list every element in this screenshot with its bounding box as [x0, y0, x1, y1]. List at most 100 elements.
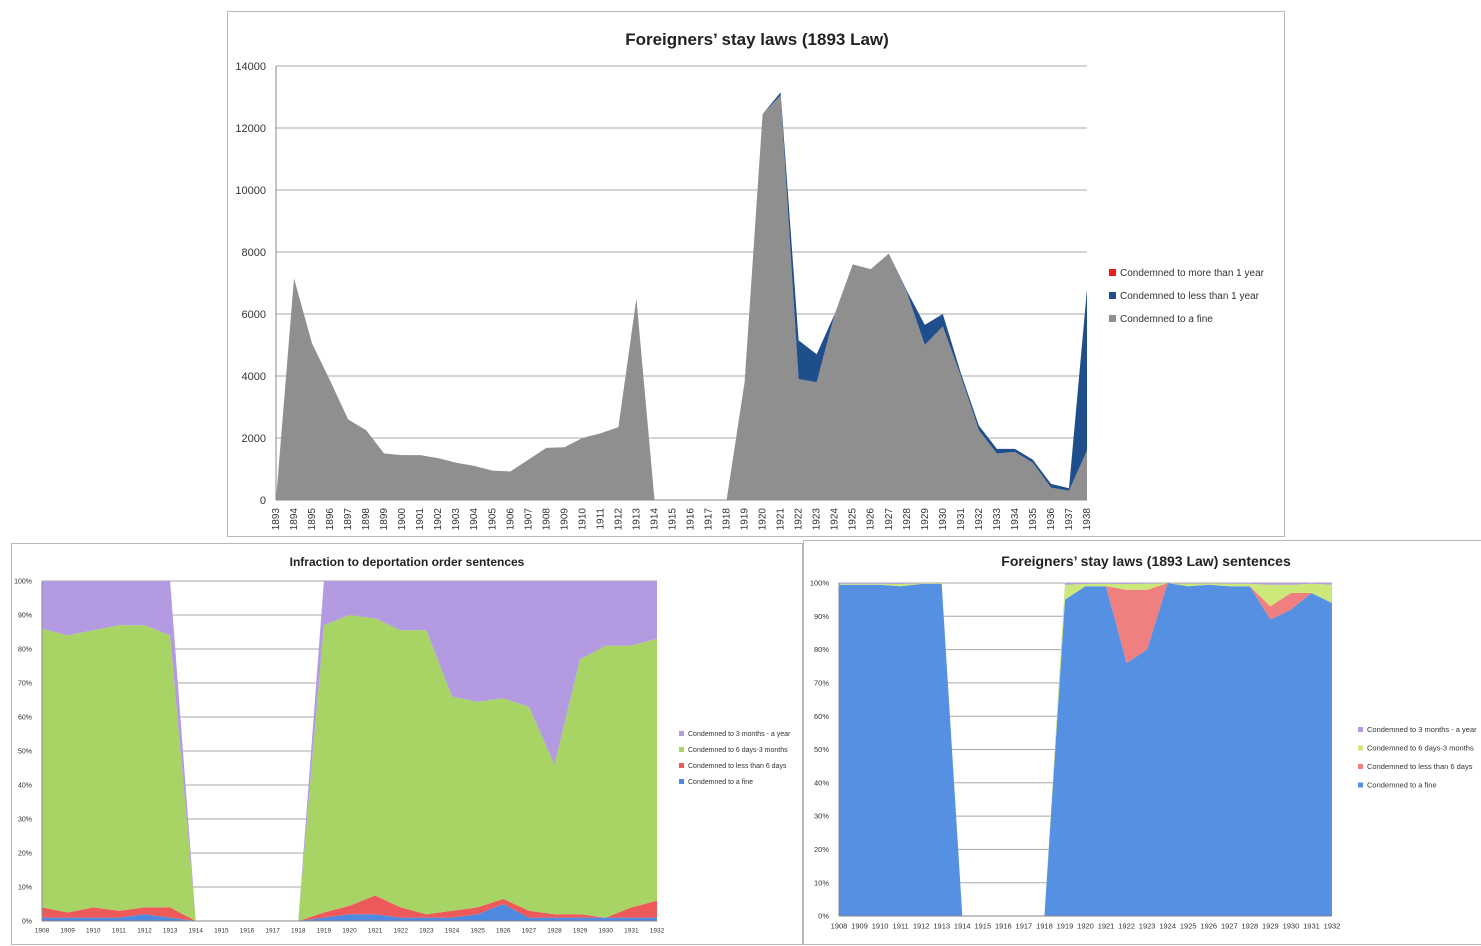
- x-tick-label: 1920: [758, 508, 769, 531]
- chart-stay-law-sentences: Foreigners’ stay laws (1893 Law) sentenc…: [810, 553, 1477, 931]
- x-tick-label: 1908: [541, 508, 552, 531]
- legend-swatch: [1358, 745, 1363, 751]
- x-tick-label: 1930: [1283, 922, 1300, 931]
- chart-title: Infraction to deportation order sentence…: [290, 555, 525, 569]
- x-tick-label: 1931: [624, 928, 639, 935]
- x-tick-label: 1918: [291, 928, 306, 935]
- x-tick-label: 1912: [913, 922, 930, 931]
- x-tick-label: 1935: [1028, 508, 1039, 531]
- y-tick-label: 50%: [814, 745, 829, 754]
- legend-label: Condemned to a fine: [688, 779, 753, 786]
- legend-swatch: [1358, 727, 1363, 732]
- y-tick-label: 6000: [242, 309, 266, 321]
- x-tick-label: 1916: [240, 928, 255, 935]
- chart-title: Foreigners’ stay laws (1893 Law) sentenc…: [1001, 553, 1291, 569]
- legend-label: Condemned to less than 1 year: [1120, 291, 1260, 302]
- x-tick-label: 1930: [599, 928, 614, 935]
- x-tick-label: 1915: [974, 922, 991, 931]
- y-tick-label: 2000: [242, 433, 266, 445]
- x-tick-label: 1916: [995, 922, 1012, 931]
- x-tick-label: 1931: [1303, 922, 1320, 931]
- x-tick-label: 1919: [1057, 922, 1074, 931]
- x-tick-label: 1918: [722, 508, 733, 531]
- y-tick-label: 20%: [18, 850, 32, 857]
- x-tick-label: 1916: [686, 508, 697, 531]
- x-tick-label: 1911: [893, 922, 909, 931]
- x-tick-label: 1924: [1159, 922, 1176, 931]
- x-tick-label: 1924: [445, 928, 460, 935]
- x-tick-label: 1906: [505, 508, 516, 531]
- x-tick-label: 1913: [933, 922, 950, 931]
- x-tick-label: 1904: [469, 508, 480, 531]
- x-tick-label: 1909: [60, 928, 75, 935]
- x-tick-label: 1898: [361, 508, 372, 531]
- x-tick-label: 1923: [812, 508, 823, 531]
- x-tick-label: 1908: [831, 922, 848, 931]
- x-tick-label: 1911: [112, 928, 126, 935]
- legend-swatch: [1109, 315, 1116, 322]
- y-tick-label: 40%: [18, 782, 32, 789]
- y-tick-label: 20%: [814, 845, 829, 854]
- chart-panel-stay-laws: Foreigners’ stay laws (1893 Law) 0 2000 40…: [227, 11, 1285, 537]
- y-tick-label: 40%: [814, 778, 829, 787]
- x-tick-label: 1909: [559, 508, 570, 531]
- legend-label: Condemned to more than 1 year: [1120, 268, 1265, 279]
- y-tick-label: 12000: [235, 123, 266, 135]
- x-tick-label: 1928: [902, 508, 913, 531]
- series-area-2: [42, 615, 657, 921]
- legend-swatch: [1109, 292, 1116, 299]
- y-tick-label: 0%: [22, 918, 32, 925]
- x-tick-label: 1922: [394, 928, 409, 935]
- legend-swatch: [1358, 764, 1363, 769]
- legend-label: Condemned to 6 days-3 months: [1367, 744, 1474, 753]
- x-tick-label: 1937: [1064, 508, 1075, 531]
- x-tick-label: 1910: [872, 922, 889, 931]
- x-tick-label: 1896: [325, 508, 336, 531]
- legend-swatch: [1109, 269, 1116, 276]
- x-tick-label: 1925: [470, 928, 485, 935]
- legend-label: Condemned to 3 months - a year: [1367, 725, 1477, 734]
- x-tick-label: 1926: [866, 508, 877, 531]
- x-tick-label: 1915: [667, 508, 678, 531]
- x-tick-label: 1925: [1180, 922, 1197, 931]
- x-tick-label: 1911: [595, 508, 606, 530]
- y-tick-label: 70%: [814, 679, 829, 688]
- y-tick-label: 80%: [814, 645, 829, 654]
- x-tick-label: 1917: [704, 508, 715, 531]
- y-tick-label: 10%: [18, 884, 32, 891]
- x-tick-label: 1912: [137, 928, 152, 935]
- legend-label: Condemned to a fine: [1367, 781, 1437, 790]
- legend-swatch: [1358, 782, 1363, 788]
- x-tick-label: 1924: [830, 508, 841, 531]
- series-area-1: [42, 895, 657, 921]
- x-tick-label: 1908: [35, 928, 50, 935]
- y-tick-label: 0%: [818, 912, 829, 921]
- x-tick-label: 1912: [613, 508, 624, 531]
- y-tick-label: 14000: [235, 61, 266, 73]
- x-tick-label: 1905: [487, 508, 498, 531]
- y-tick-label: 8000: [242, 247, 266, 259]
- x-tick-label: 1895: [307, 508, 318, 531]
- x-tick-label: 1902: [433, 508, 444, 531]
- x-tick-label: 1928: [1241, 922, 1258, 931]
- x-tick-label: 1926: [496, 928, 511, 935]
- x-tick-label: 1936: [1046, 508, 1057, 531]
- x-tick-label: 1920: [342, 928, 357, 935]
- x-tick-label: 1927: [1221, 922, 1238, 931]
- x-tick-label: 1932: [1324, 922, 1341, 931]
- x-tick-label: 1897: [343, 508, 354, 531]
- x-tick-label: 1914: [954, 922, 971, 931]
- y-tick-label: 4000: [242, 371, 266, 383]
- x-tick-label: 1919: [317, 928, 332, 935]
- y-tick-label: 60%: [18, 714, 32, 721]
- x-tick-label: 1921: [368, 928, 383, 935]
- x-tick-label: 1933: [992, 508, 1003, 531]
- series-area-3: [42, 581, 657, 921]
- x-tick-label: 1913: [631, 508, 642, 531]
- y-tick-label: 50%: [18, 748, 32, 755]
- x-tick-label: 1914: [189, 928, 204, 935]
- y-tick-label: 80%: [18, 646, 32, 653]
- x-tick-label: 1932: [974, 508, 985, 531]
- chart-deportation-sentences: Infraction to deportation order sentence…: [14, 555, 791, 935]
- x-tick-label: 1915: [214, 928, 229, 935]
